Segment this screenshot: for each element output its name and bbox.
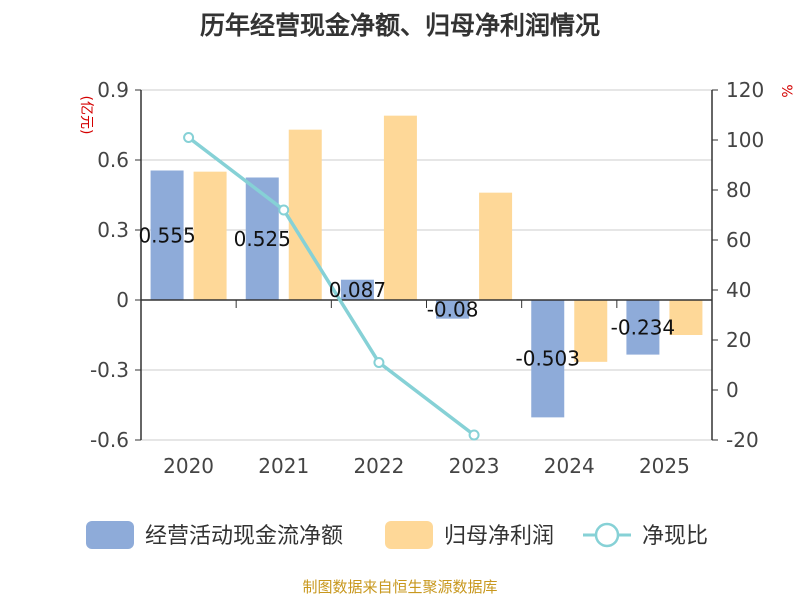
ratio-line-group (183, 132, 480, 441)
left-axis-tick-label: 0.9 (97, 78, 129, 102)
x-axis-tick-label: 2021 (258, 454, 309, 478)
legend-cashflow-label: 经营活动现金流净额 (145, 524, 343, 549)
right-axis-unit: % (778, 84, 794, 97)
net-profit-bar (383, 115, 417, 301)
cashflow-bar (531, 300, 565, 418)
net-profit-bar (669, 300, 703, 335)
net-cash-ratio-point (183, 132, 195, 143)
legend-ratio-marker (594, 522, 620, 548)
left-axis-unit: (亿元) (78, 96, 94, 135)
right-axis-tick-label: 80 (726, 178, 751, 202)
left-axis-tick-label: -0.6 (90, 428, 129, 452)
net-cash-ratio-point (468, 429, 480, 441)
cashflow-bar (626, 300, 660, 355)
legend-ratio-label: 净现比 (642, 524, 708, 549)
net-profit-bar (193, 171, 227, 300)
legend-net-profit-swatch (385, 521, 433, 549)
net-cash-ratio-point (278, 204, 290, 216)
net-profit-bar (479, 192, 513, 300)
legend-group: 经营活动现金流净额 归母净利润 净现比 (86, 521, 708, 549)
cashflow-data-label: -0.503 (516, 347, 580, 371)
right-axis-tick-label: 40 (726, 278, 751, 302)
right-axis-tick-label: 20 (726, 328, 751, 352)
cashflow-data-label: 0.555 (138, 223, 195, 247)
cashflow-bar (150, 170, 184, 300)
legend-net-profit-label: 归母净利润 (444, 524, 554, 549)
left-axis-tick-label: -0.3 (90, 358, 129, 382)
legend-cashflow-swatch (86, 521, 134, 549)
right-axis-tick-label: -20 (726, 428, 759, 452)
left-axis-tick-label: 0.6 (97, 148, 129, 172)
right-axis-tick-label: 100 (726, 128, 764, 152)
left-axis-tick-label: 0.3 (97, 218, 129, 242)
cashflow-data-label: -0.08 (427, 297, 479, 321)
cashflow-data-label: 0.087 (329, 278, 386, 302)
net-cash-ratio-line (187, 136, 476, 437)
right-axis-tick-label: 0 (726, 378, 739, 402)
left-axis-tick-label: 0 (116, 288, 129, 312)
cashflow-bar (436, 300, 470, 319)
cashflow-bar (340, 279, 374, 300)
cashflow-data-label: -0.234 (611, 315, 675, 339)
chart-title: 历年经营现金净额、归母净利润情况 (199, 11, 600, 40)
right-axis-tick-label: 120 (726, 78, 764, 102)
source-note: 制图数据来自恒生聚源数据库 (302, 578, 498, 596)
grid-lines (141, 89, 712, 441)
data-labels-group: 0.555 0.525 0.087 -0.08 -0.503 -0.234 (138, 223, 675, 370)
x-axis-tick-label: 2022 (353, 454, 404, 478)
axes-group: 0.9 0.6 0.3 0 -0.3 -0.6 120 100 80 60 40 20 0 -20 2020… (78, 78, 794, 478)
x-axis-tick-label: 2023 (449, 454, 500, 478)
x-axis-tick-label: 2020 (163, 454, 214, 478)
cashflow-data-label: 0.525 (234, 227, 291, 251)
x-axis-tick-label: 2024 (544, 454, 595, 478)
cashflow-bar (245, 177, 279, 300)
bars-group (150, 115, 703, 418)
net-profit-bar (574, 300, 608, 362)
net-cash-ratio-point (373, 357, 385, 368)
net-profit-bar (288, 129, 322, 300)
x-axis-tick-label: 2025 (639, 454, 690, 478)
right-axis-tick-label: 60 (726, 228, 751, 252)
